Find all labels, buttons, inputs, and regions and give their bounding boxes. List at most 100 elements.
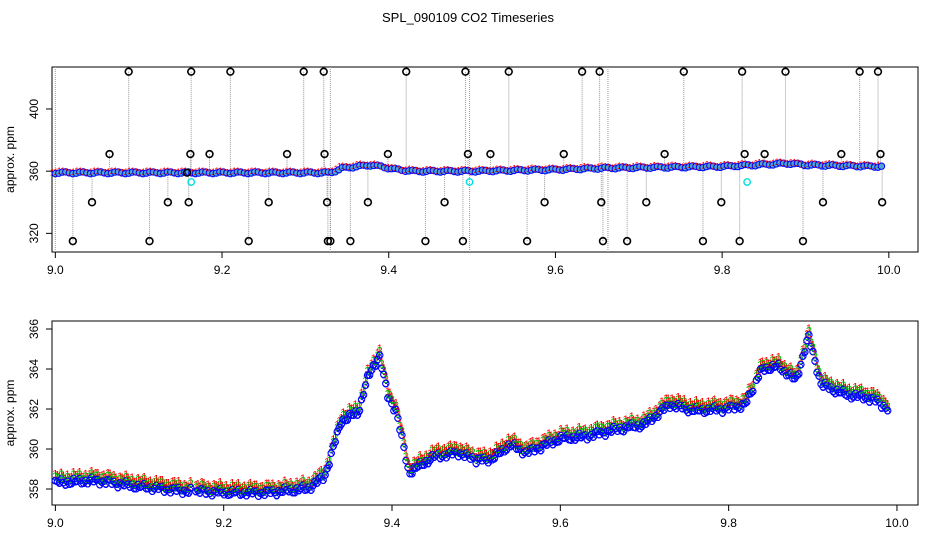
- spike-point: [622, 236, 632, 246]
- spike-point: [282, 149, 292, 159]
- spike-point: [873, 67, 883, 76]
- spike-point: [440, 198, 449, 207]
- series1-marker: 1: [54, 469, 60, 481]
- series3-marker: 3: [77, 474, 83, 486]
- series3-marker: 3: [85, 479, 91, 491]
- series1-marker: 1: [75, 469, 81, 481]
- x-tick-label: 10.0: [877, 263, 901, 277]
- x-tick-label: 9.8: [714, 263, 731, 277]
- spike-point: [855, 67, 864, 76]
- plot-frame: [51, 66, 919, 253]
- spike-point: [320, 149, 329, 159]
- spike-point: [737, 67, 747, 76]
- x-tick-label: 9.2: [214, 263, 231, 277]
- series1-marker: 1: [60, 470, 66, 482]
- spike-point: [798, 236, 808, 246]
- x-tick-label: 9.6: [547, 263, 564, 277]
- spike-point: [226, 67, 235, 76]
- spike-point: [383, 149, 393, 159]
- series3-marker: 3: [66, 479, 72, 491]
- series3-marker: 3: [73, 476, 79, 488]
- x-tick-label: 10.0: [885, 516, 909, 530]
- series1-marker: 1: [68, 472, 74, 484]
- top-panel: 9.0 9.2 9.4 9.6 9.8 10.0 320 360 400 approx. ppm 1…: [3, 66, 919, 277]
- baseline-points: 1111111111111111111111111111111111111111…: [50, 157, 886, 178]
- series1-marker: 1: [95, 467, 101, 479]
- spike-point: [740, 149, 749, 159]
- series1-marker: 1: [66, 472, 72, 484]
- calibration-point: [187, 178, 196, 186]
- series3-marker: 3: [101, 476, 107, 488]
- series1-marker: 1: [58, 467, 64, 479]
- spike-point: [323, 236, 333, 246]
- spike-point: [184, 198, 193, 207]
- plot-frame: [51, 320, 919, 506]
- spike-points: [68, 67, 887, 246]
- series1-marker: 1: [89, 465, 95, 477]
- series1-marker: 1: [52, 469, 58, 481]
- spike-point: [244, 236, 253, 246]
- series3-marker: 3: [68, 479, 74, 491]
- y-tick-label: 364: [27, 359, 41, 379]
- series3-marker: 3: [56, 478, 62, 490]
- series1-marker: 1: [70, 467, 76, 479]
- y-tick-label: 362: [27, 399, 41, 419]
- y-tick-label: 366: [27, 319, 41, 339]
- x-tick-label: 9.2: [215, 516, 232, 530]
- series3-marker: 3: [60, 477, 66, 489]
- y-tick-label: 358: [27, 479, 41, 499]
- x-tick-label: 9.4: [380, 263, 397, 277]
- spike-point: [577, 67, 587, 76]
- series1-marker: 1: [64, 469, 70, 481]
- spike-point: [163, 198, 173, 207]
- series1-marker: 1: [79, 472, 85, 484]
- zoom-points: 1231231231231231231231231231231231231231…: [51, 323, 892, 503]
- spike-point: [540, 198, 549, 207]
- spike-point: [87, 198, 97, 207]
- spike-point: [597, 198, 606, 207]
- series1-marker: 1: [93, 467, 99, 479]
- spike-point: [717, 198, 726, 207]
- series3-marker: 3: [64, 476, 70, 488]
- data-point: [67, 479, 76, 488]
- series1-marker: 1: [101, 469, 107, 481]
- series3-marker: 3: [93, 474, 99, 486]
- spike-point: [105, 149, 114, 159]
- spike-point: [598, 236, 608, 246]
- spike-point: [463, 149, 473, 159]
- x-tick-label: 9.0: [47, 516, 64, 530]
- series3-marker: 3: [87, 475, 93, 487]
- y-axis-label: approx. ppm: [3, 380, 17, 447]
- spike-point: [124, 67, 133, 76]
- spike-point: [559, 149, 568, 159]
- calibration-point: [465, 178, 474, 186]
- series3-marker: 3: [75, 476, 81, 488]
- spike-point: [660, 149, 669, 159]
- spike-point: [504, 67, 513, 76]
- y-tick-label: 360: [27, 439, 41, 459]
- series3-marker: 3: [70, 474, 76, 486]
- series3-marker: 3: [54, 476, 60, 488]
- spike-point: [363, 198, 373, 207]
- series1-marker: 1: [77, 467, 83, 479]
- y-tick-label: 360: [27, 161, 41, 181]
- y-tick-label: 400: [27, 99, 41, 119]
- series1-marker: 1: [97, 473, 103, 485]
- x-tick-label: 9.4: [384, 516, 401, 530]
- spike-point: [346, 236, 355, 246]
- y-tick-label: 320: [27, 223, 41, 243]
- spike-point: [458, 236, 468, 246]
- chart-title: SPL_090109 CO2 Timeseries: [382, 10, 554, 25]
- spike-point: [186, 67, 196, 76]
- series1-marker: 1: [83, 468, 89, 480]
- spike-point: [182, 168, 192, 177]
- series3-marker: 3: [99, 477, 105, 489]
- spike-point: [205, 149, 214, 159]
- spike-point: [679, 67, 688, 76]
- spike-point: [486, 149, 495, 159]
- spike-point: [818, 198, 828, 207]
- spike-point: [781, 67, 790, 76]
- spike-point: [698, 236, 708, 246]
- spike-point: [877, 198, 887, 207]
